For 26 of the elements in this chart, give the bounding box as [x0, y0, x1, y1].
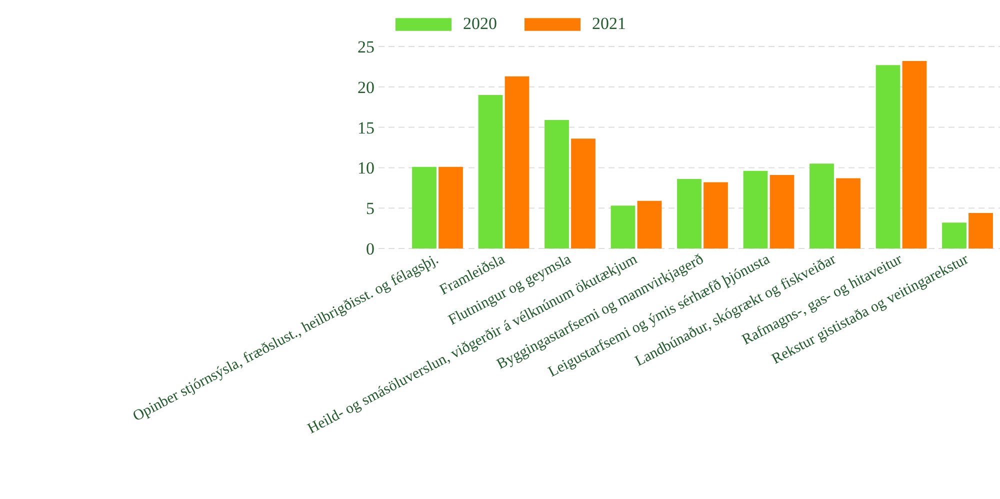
bar [902, 61, 927, 248]
bar [836, 178, 860, 248]
y-tick-label: 15 [358, 118, 374, 138]
y-tick-label: 20 [358, 78, 374, 97]
legend-label: 2021 [592, 14, 626, 34]
bar [810, 164, 834, 248]
y-tick-label: 5 [366, 199, 374, 218]
y-tick-label: 25 [358, 38, 374, 56]
y-tick-label: 0 [366, 240, 374, 258]
bar [743, 170, 768, 248]
bar [571, 138, 596, 248]
bar [610, 206, 636, 248]
bar [968, 212, 993, 248]
bar [677, 179, 702, 248]
bar [876, 65, 900, 248]
bar [942, 222, 966, 248]
y-tick-label: 10 [358, 158, 374, 178]
bar [504, 76, 530, 248]
bar [478, 94, 503, 248]
bar [704, 182, 728, 248]
bar [770, 174, 794, 248]
bar [412, 166, 436, 248]
legend-label: 2020 [463, 14, 497, 34]
bar [544, 120, 569, 248]
bar [438, 166, 463, 248]
bar [637, 200, 662, 248]
